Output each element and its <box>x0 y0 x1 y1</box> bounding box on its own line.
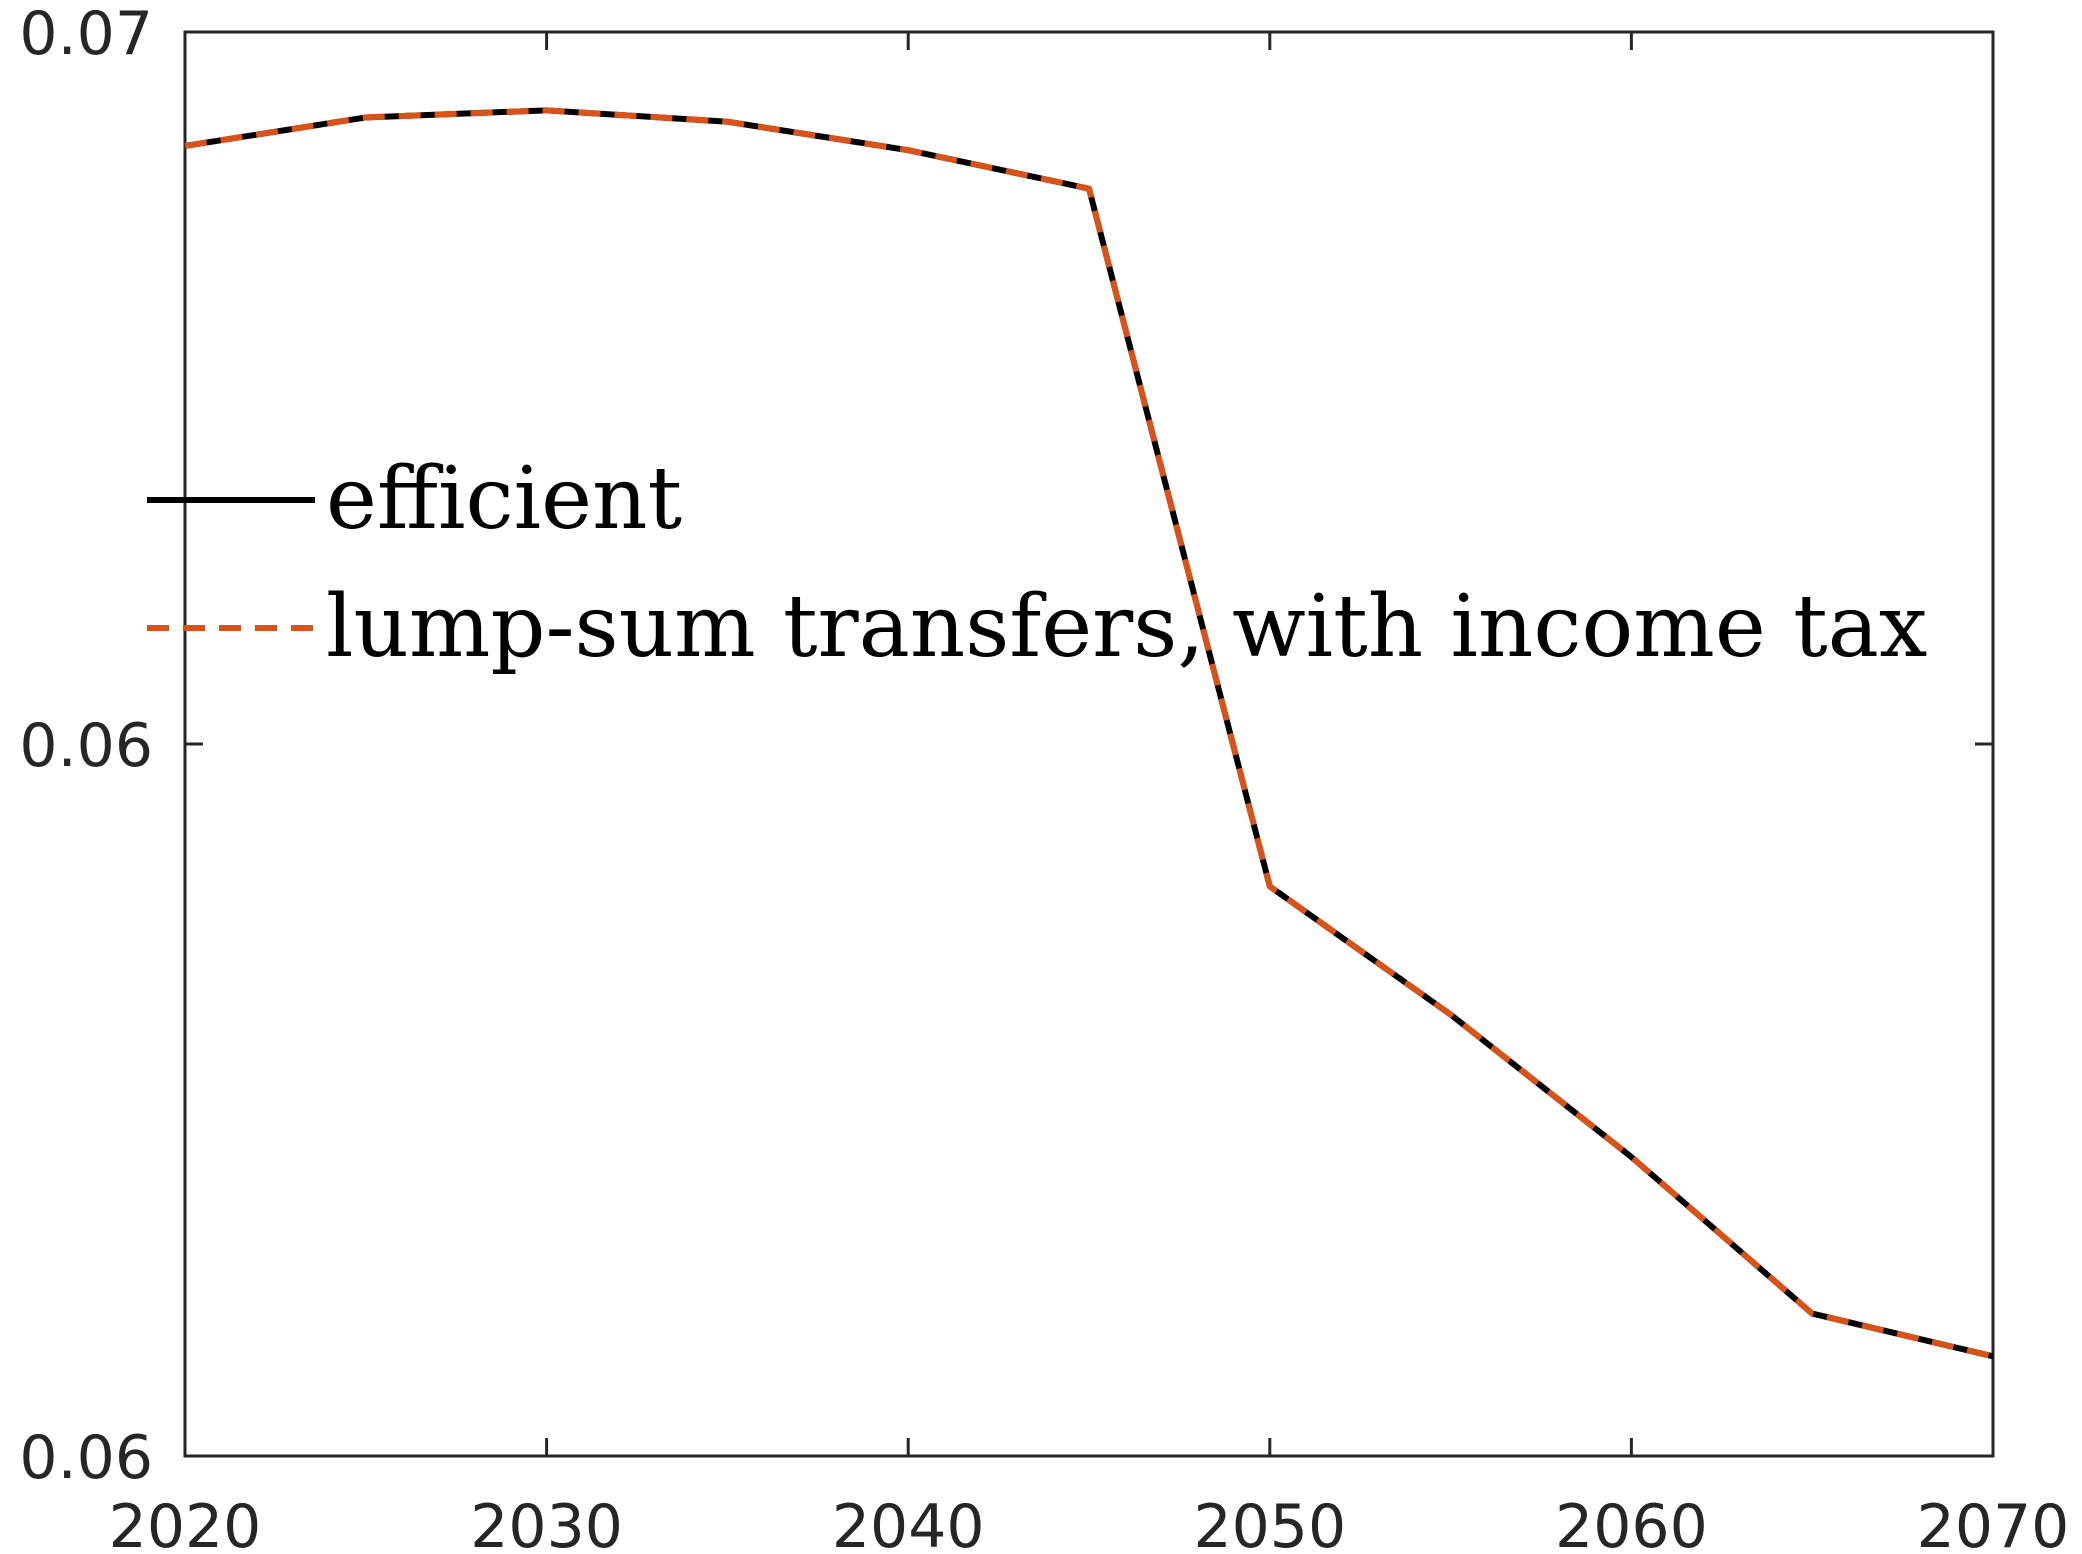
y-tick-label: 0.07 <box>19 0 153 69</box>
legend-label-efficient: efficient <box>326 449 682 549</box>
x-tick-label: 2060 <box>1555 1492 1708 1554</box>
x-tick-label: 2040 <box>832 1492 985 1554</box>
y-tick-label: 0.06 <box>19 711 153 781</box>
axis-ticks: 2020 2030 2040 2050 2060 2070 0.06 0.06 0.07 <box>19 0 2069 1554</box>
series-line-lump-sum-transfers <box>184 107 1994 1360</box>
series-layer <box>184 107 1994 1360</box>
legend: efficient lump-sum transfers, with incom… <box>147 449 1927 677</box>
x-tick-label: 2030 <box>470 1492 623 1554</box>
x-tick-label: 2050 <box>1193 1492 1346 1554</box>
x-tick-label: 2020 <box>109 1492 262 1554</box>
x-tick-label: 2070 <box>1917 1492 2070 1554</box>
plot-area <box>183 30 1995 1458</box>
legend-label-lump-sum: lump-sum transfers, with income tax <box>326 577 1927 677</box>
y-tick-label: 0.06 <box>19 1423 153 1493</box>
